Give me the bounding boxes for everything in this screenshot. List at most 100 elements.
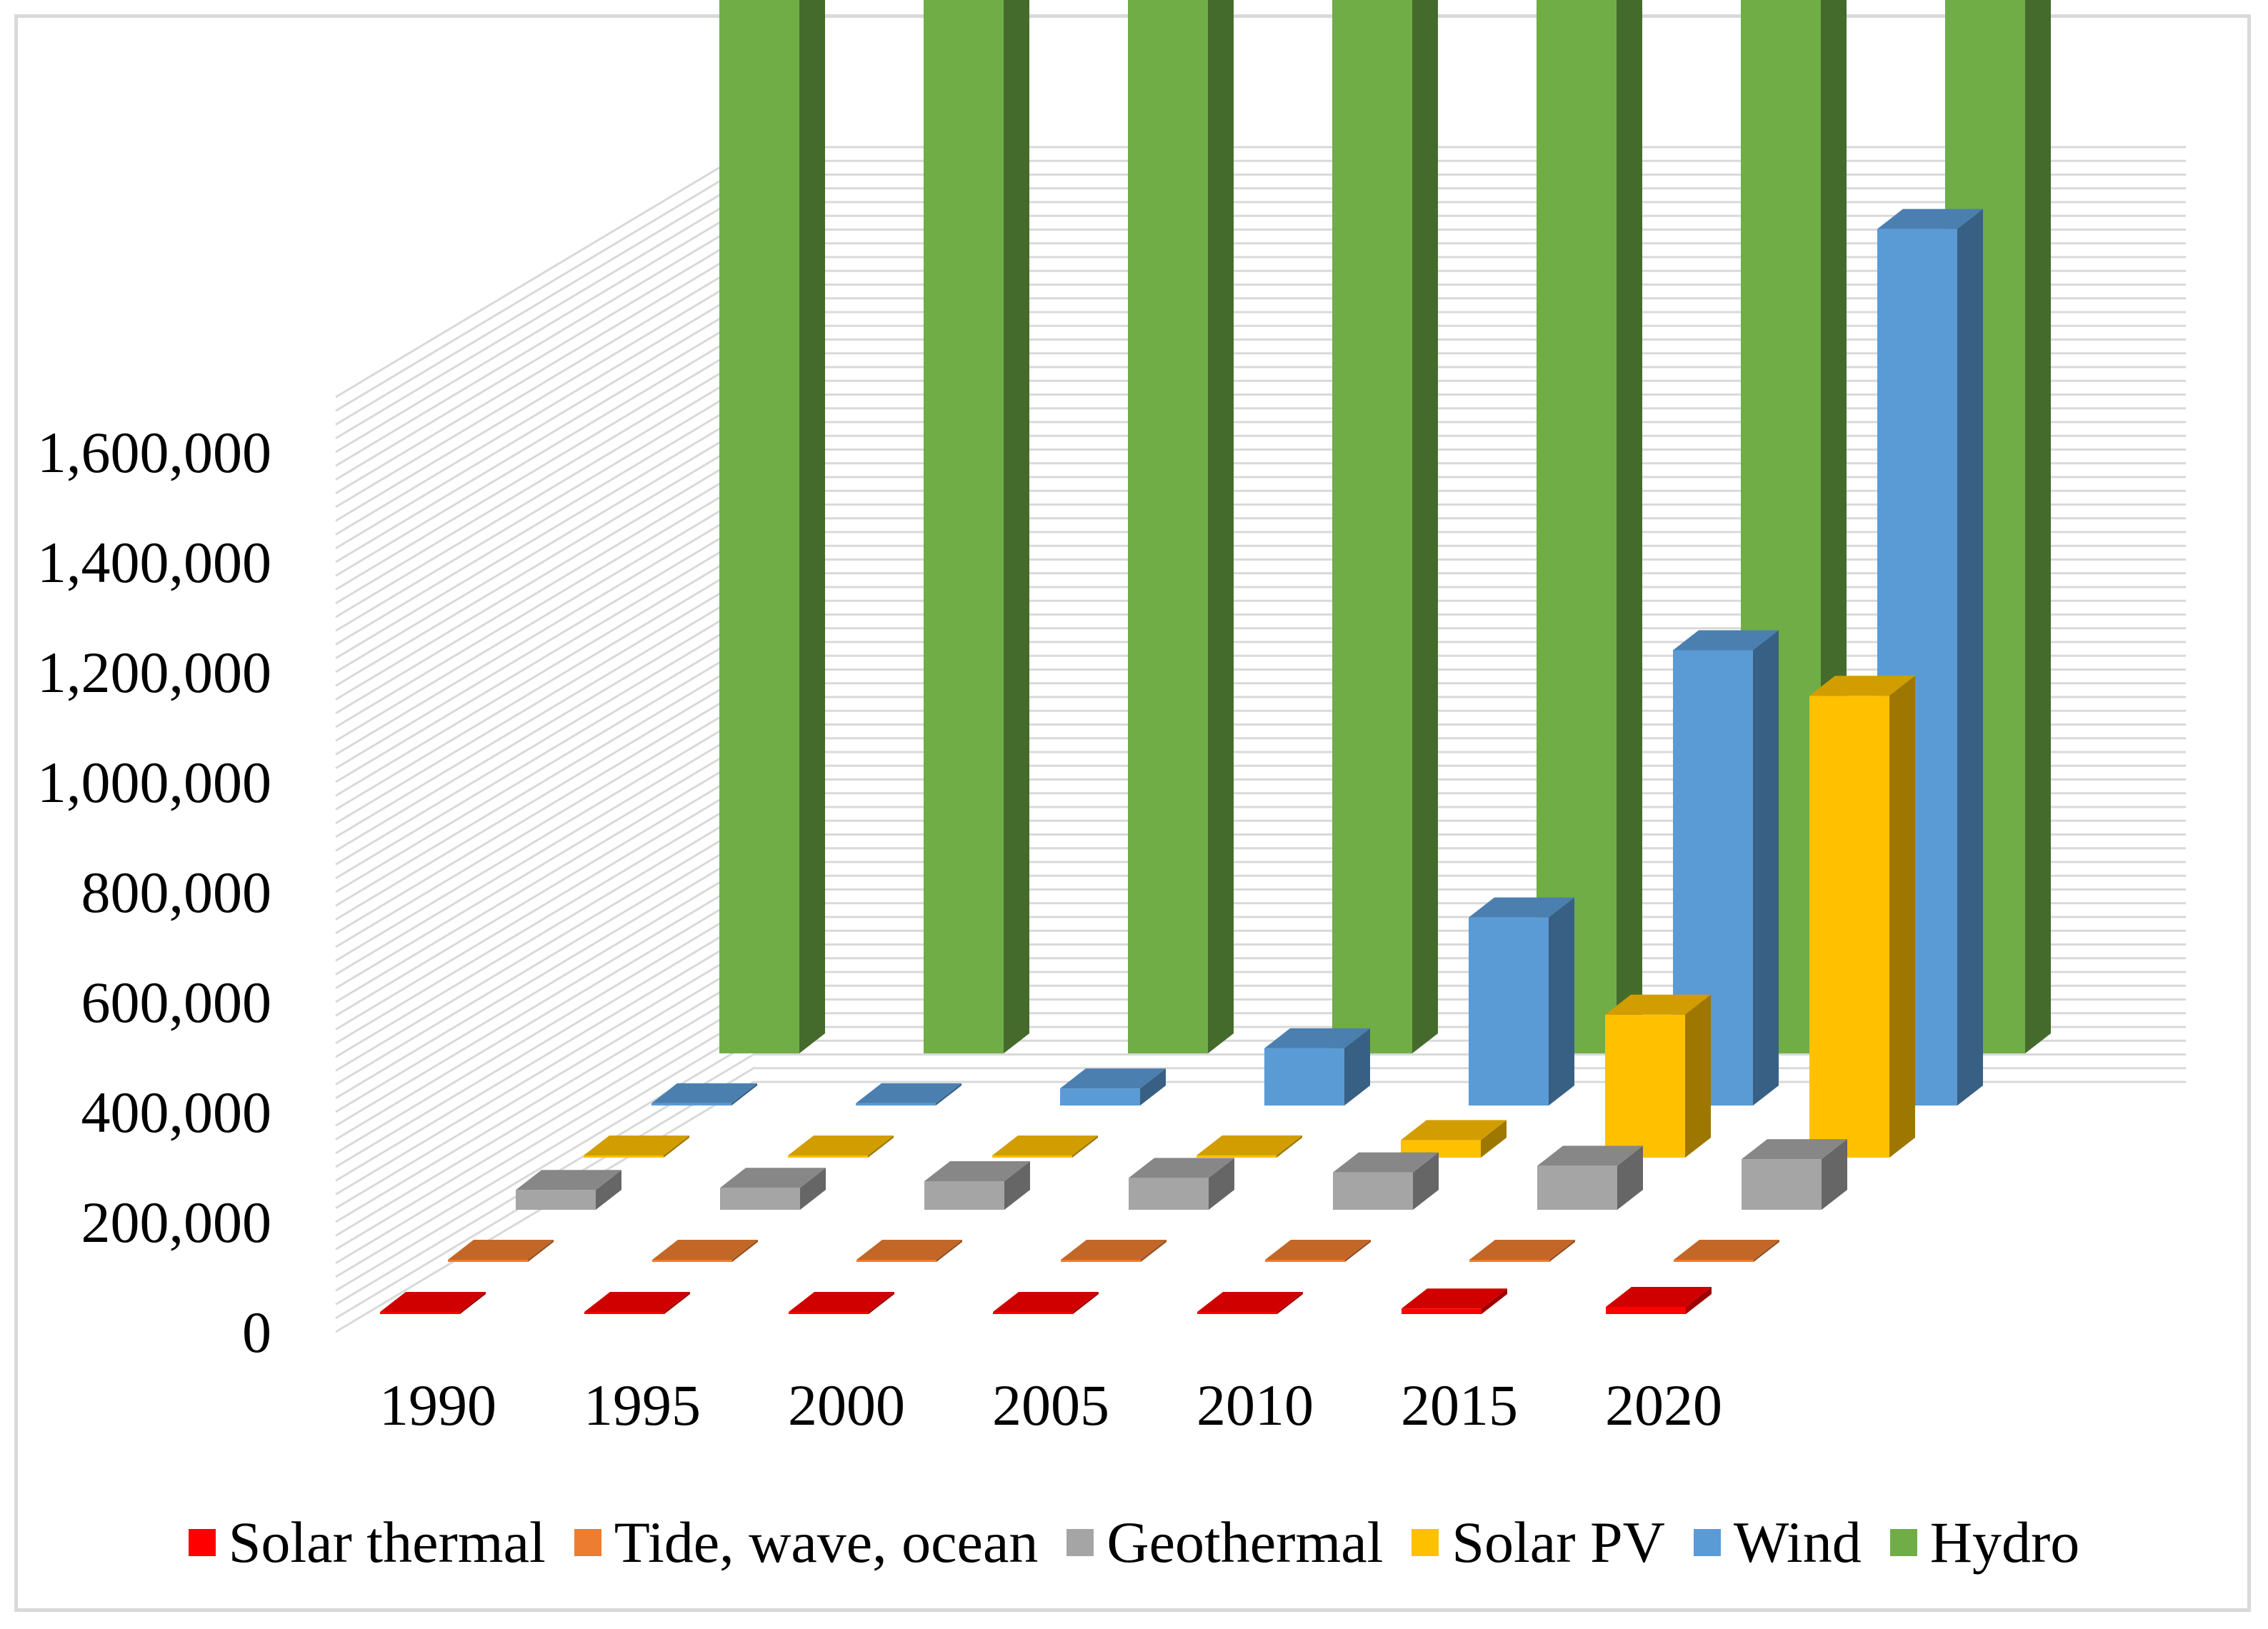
bar-hydro-2010 <box>1537 0 1642 1053</box>
legend-label: Hydro <box>1929 1510 2080 1575</box>
bar-front <box>1333 1172 1413 1210</box>
bar-side <box>1617 0 1642 1053</box>
bar-top <box>993 1292 1099 1312</box>
bar-side <box>1277 1292 1303 1314</box>
bar-wind-2000 <box>1060 1068 1166 1106</box>
bar-solar-pv-2020 <box>1809 676 1915 1158</box>
bar-top <box>1469 1240 1575 1260</box>
bar-solar-pv-2010 <box>1401 1120 1507 1158</box>
bar-top <box>1197 1292 1303 1312</box>
bar-solar-thermal-2010 <box>1197 1292 1303 1314</box>
bar-top <box>516 1170 621 1191</box>
bar-front <box>1537 0 1617 1053</box>
bar-solar-thermal-1990 <box>380 1292 486 1314</box>
bar-tide-wave-ocean-2020 <box>1674 1240 1779 1262</box>
bar-front <box>1264 1048 1344 1106</box>
bar-geothermal-2000 <box>924 1161 1030 1210</box>
bar-wind-1995 <box>856 1083 961 1106</box>
bar-solar-pv-2000 <box>992 1136 1098 1158</box>
bar-side <box>800 1168 826 1210</box>
bar-front <box>1469 1260 1549 1262</box>
bar-side <box>1344 1028 1370 1106</box>
bar-side <box>799 0 825 1053</box>
bars <box>380 0 2051 1314</box>
bar-front <box>1674 1260 1754 1262</box>
bar-top <box>448 1240 554 1260</box>
bar-front <box>856 1260 936 1262</box>
bar-top <box>584 1292 690 1312</box>
legend-swatch <box>1693 1529 1721 1556</box>
y-tick-label: 400,000 <box>81 1080 272 1145</box>
bar-tide-wave-ocean-2010 <box>1265 1240 1371 1262</box>
bar-front <box>1606 1306 1686 1314</box>
bar-side <box>1413 1152 1439 1210</box>
bar-solar-thermal-1995 <box>584 1292 690 1314</box>
bar-front <box>1197 1155 1277 1158</box>
bar-top <box>1401 1120 1507 1141</box>
legend-item: Geothermal <box>1066 1509 1383 1576</box>
bar-front <box>856 1103 936 1106</box>
bar-side <box>1209 1158 1234 1210</box>
bar-wind-2010 <box>1469 897 1574 1106</box>
bar-tide-wave-ocean-2005 <box>1061 1240 1167 1262</box>
bar-side <box>664 1136 689 1158</box>
y-tick-label: 600,000 <box>81 970 272 1035</box>
bar-solar-pv-2005 <box>1197 1135 1302 1158</box>
bar-top <box>1673 630 1779 651</box>
bar-front <box>788 1156 868 1158</box>
bar-side <box>732 1240 758 1262</box>
y-tick-label: 1,200,000 <box>37 640 271 705</box>
bar-top <box>1333 1152 1439 1173</box>
bar-front <box>1402 1308 1482 1314</box>
y-tick-label: 800,000 <box>81 860 272 925</box>
y-tick-label: 200,000 <box>81 1190 272 1255</box>
x-tick-label: 2005 <box>992 1373 1109 1438</box>
bar-front <box>1469 917 1549 1106</box>
bar-side <box>1686 1286 1712 1314</box>
bar-top <box>1537 1146 1643 1166</box>
bar-top <box>652 1240 758 1260</box>
bar-side <box>1549 897 1574 1106</box>
legend-item: Solar PV <box>1412 1509 1665 1576</box>
bar-top <box>1605 994 1711 1015</box>
bar-side <box>1957 209 1983 1106</box>
y-axis-ticks: 0 200,000 400,000 600,000 800,000 1,000,000 1,… <box>37 420 271 1365</box>
bar-geothermal-1990 <box>516 1170 621 1210</box>
bar-top <box>856 1083 961 1103</box>
bar-top <box>924 1161 1030 1181</box>
bar-front <box>516 1190 596 1210</box>
bar-side <box>1004 1161 1030 1210</box>
legend-label: Tide, wave, ocean <box>614 1510 1039 1575</box>
y-tick-label: 1,600,000 <box>37 420 271 485</box>
bar-top <box>584 1136 689 1156</box>
bar-top <box>651 1083 757 1103</box>
bar-solar-thermal-2015 <box>1402 1288 1507 1314</box>
bar-top <box>1877 209 1983 229</box>
bar-side <box>1822 1139 1847 1210</box>
x-tick-label: 2000 <box>788 1373 905 1438</box>
bar-top <box>789 1292 894 1312</box>
x-tick-label: 1990 <box>379 1373 496 1438</box>
bar-side <box>1072 1136 1098 1158</box>
bar-side <box>1140 1068 1166 1106</box>
bar-tide-wave-ocean-1990 <box>448 1240 554 1262</box>
bar-side <box>1481 1120 1507 1158</box>
bar-side <box>2025 0 2051 1053</box>
bar-wind-2020 <box>1877 209 1983 1106</box>
bar-front <box>1537 1166 1617 1210</box>
bar-side <box>1549 1240 1575 1262</box>
bar-wind-2015 <box>1673 630 1779 1106</box>
bar-top <box>1809 676 1915 696</box>
bar-top <box>1197 1135 1302 1156</box>
bar-side <box>1754 1240 1779 1262</box>
bar-front <box>1809 696 1889 1158</box>
x-axis-ticks: 1990 1995 2000 2005 2010 2015 2020 <box>379 1373 1722 1438</box>
x-tick-label: 2015 <box>1401 1373 1518 1438</box>
bar-top <box>1469 897 1574 918</box>
bar-top <box>788 1136 894 1156</box>
bar-front <box>924 1181 1004 1210</box>
x-tick-label: 1995 <box>584 1373 701 1438</box>
bar-side <box>1617 1146 1643 1210</box>
bar-front <box>1332 0 1412 1054</box>
bar-side <box>869 1292 894 1314</box>
